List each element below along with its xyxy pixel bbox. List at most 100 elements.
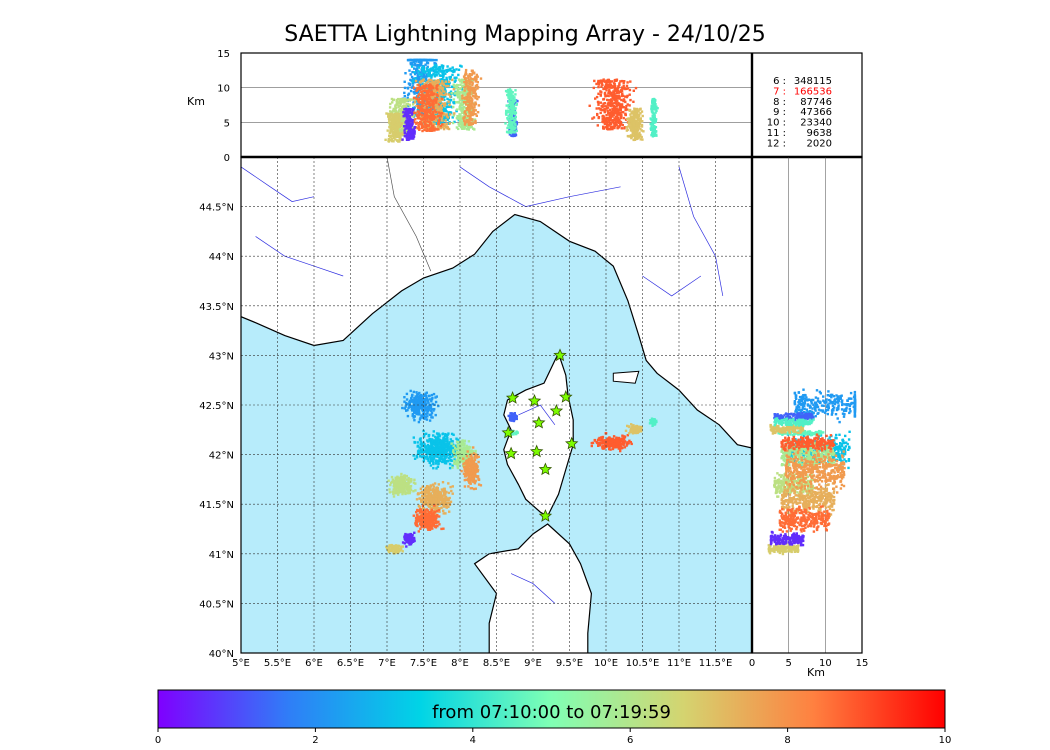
altitude-source	[470, 99, 474, 103]
lightning-source	[428, 461, 431, 464]
lightning-source	[596, 442, 600, 445]
altitude-source	[417, 124, 420, 127]
lightning-source	[450, 442, 453, 445]
lightning-source	[430, 441, 433, 444]
lightning-source	[421, 409, 425, 413]
lightning-source	[424, 412, 428, 416]
lightning-source	[388, 544, 391, 547]
lightning-source	[419, 487, 423, 490]
lightning-source	[405, 545, 408, 548]
altitude-source	[415, 97, 419, 100]
altitude-source	[434, 68, 438, 71]
altitude-source	[472, 89, 475, 92]
altitude-source	[425, 120, 429, 123]
lightning-source	[474, 467, 478, 471]
altitude-source	[400, 128, 404, 131]
altitude-source	[464, 86, 468, 89]
altitude-source	[412, 103, 415, 106]
lightning-source	[467, 485, 470, 488]
lightning-source	[447, 501, 450, 505]
lightning-source	[404, 492, 407, 496]
lightning-source	[440, 527, 443, 531]
lightning-source	[400, 486, 403, 489]
altitude-source	[423, 121, 426, 124]
lightning-source	[435, 510, 439, 513]
lightning-source	[463, 439, 467, 442]
x-tick-label: 5°E	[232, 658, 250, 669]
altitude-source	[428, 104, 431, 108]
lightning-source	[435, 448, 438, 452]
lightning-source	[472, 470, 475, 473]
altitude-source	[455, 101, 458, 104]
altitude-source	[436, 110, 439, 113]
altitude-source	[420, 95, 424, 98]
lightning-source	[617, 441, 620, 445]
lightning-source	[601, 445, 604, 448]
lightning-source	[428, 498, 431, 502]
lightning-source	[438, 446, 442, 450]
altitude-source	[473, 118, 477, 121]
altitude-source	[465, 79, 468, 83]
altitude-source	[439, 78, 442, 81]
altitude-source	[395, 99, 398, 103]
altitude-source	[436, 128, 440, 131]
lightning-source	[444, 456, 447, 459]
altitude-source	[409, 58, 413, 62]
lightning-source	[467, 440, 471, 443]
altitude-source	[439, 87, 442, 90]
altitude-source	[413, 71, 416, 74]
x-tick-label: 10.5°E	[626, 658, 660, 669]
altitude-source	[474, 96, 477, 100]
lightning-source	[437, 483, 440, 486]
lightning-source	[393, 490, 396, 494]
lightning-source	[418, 398, 421, 402]
lightning-source	[435, 444, 438, 448]
altitude-source	[427, 58, 430, 62]
lightning-source	[469, 454, 472, 457]
lightning-source	[412, 481, 416, 484]
altitude-source	[426, 104, 429, 107]
river	[510, 573, 556, 604]
altitude-source	[456, 96, 460, 99]
lightning-source	[420, 499, 423, 502]
lightning-source	[426, 399, 429, 403]
altitude-source	[435, 86, 438, 90]
lightning-source	[432, 467, 435, 470]
altitude-source	[411, 106, 415, 110]
lightning-source	[428, 495, 432, 498]
lightning-source	[394, 489, 397, 492]
lightning-source	[651, 424, 654, 427]
altitude-source	[434, 121, 437, 124]
lightning-source	[424, 510, 427, 513]
altitude-source	[399, 110, 402, 113]
altitude-source	[475, 77, 478, 80]
altitude-source	[414, 79, 418, 83]
altitude-source	[406, 102, 410, 106]
lightning-source	[432, 409, 435, 412]
altitude-source	[430, 99, 433, 103]
lightning-source	[447, 457, 450, 460]
altitude-source	[441, 80, 444, 83]
lightning-source	[436, 465, 440, 468]
lightning-source	[448, 454, 452, 457]
altitude-source	[418, 122, 421, 125]
lightning-source	[447, 432, 450, 435]
lightning-source	[419, 416, 422, 420]
altitude-source	[471, 98, 474, 101]
altitude-source	[460, 122, 464, 126]
altitude-source	[417, 104, 420, 107]
altitude-source	[416, 73, 420, 76]
lightning-source	[463, 467, 467, 470]
lightning-source	[437, 509, 441, 512]
lightning-source	[431, 488, 435, 491]
lightning-source	[423, 456, 426, 459]
altitude-source	[442, 112, 445, 115]
altitude-source	[464, 110, 467, 113]
altitude-source	[437, 79, 440, 82]
altitude-source	[428, 97, 432, 100]
altitude-source	[455, 76, 458, 79]
altitude-source	[394, 105, 397, 108]
lightning-source	[407, 481, 410, 484]
lightning-source	[431, 396, 434, 400]
